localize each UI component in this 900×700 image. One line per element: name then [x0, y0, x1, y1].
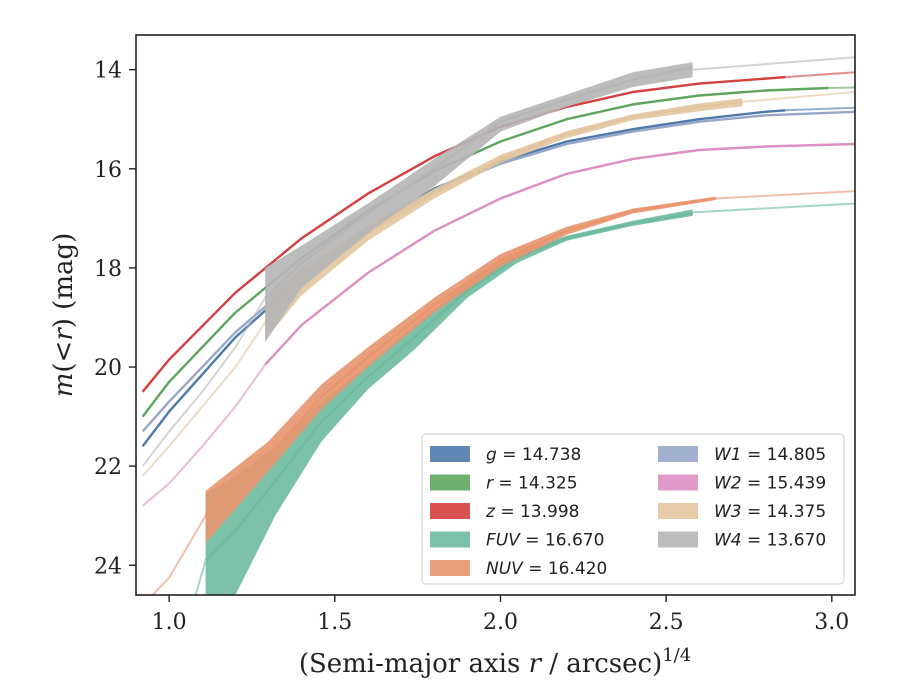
y-axis-label: m(<r) (mag) — [49, 233, 79, 398]
legend-label: z = 13.998 — [485, 502, 579, 522]
series-r-extrapolation-outer — [828, 86, 855, 89]
y-tick-label: 16 — [94, 158, 122, 183]
series-w2-line — [264, 142, 855, 366]
y-tick-label: 22 — [94, 455, 122, 480]
legend-entry-g: g = 14.738 — [430, 445, 581, 465]
legend-label: W4 = 13.670 — [714, 531, 826, 551]
legend-label: r = 14.325 — [486, 474, 578, 494]
series-fuv-band — [205, 209, 693, 595]
legend-entry-w4: W4 = 13.670 — [658, 531, 826, 551]
legend-label: W1 = 14.805 — [714, 445, 826, 465]
x-axis-label: (Semi-major axis r / arcsec)1/4 — [299, 645, 691, 679]
legend-swatch — [658, 503, 698, 519]
series-nuv-extrapolation-outer — [715, 190, 855, 200]
legend-swatch — [430, 446, 470, 462]
series-g-extrapolation-outer — [785, 106, 855, 112]
legend-label: W3 = 14.375 — [714, 502, 826, 522]
legend-entry-z: z = 13.998 — [430, 502, 579, 522]
series-fuv-line — [204, 212, 693, 562]
series-nuv-extrapolation-inner — [151, 515, 207, 595]
series-nuv — [151, 190, 855, 595]
legend-swatch — [658, 474, 698, 491]
legend-entry-fuv: FUV = 16.670 — [430, 531, 604, 551]
legend-label: FUV = 16.670 — [486, 531, 604, 551]
series-w2-extrapolation-inner — [141, 364, 267, 507]
y-tick-label: 14 — [94, 59, 122, 84]
series-z-extrapolation-outer — [785, 71, 855, 79]
x-tick-label: 3.0 — [814, 610, 849, 635]
plot-frame — [135, 34, 856, 596]
series-w3-extrapolation-outer — [742, 91, 855, 103]
legend-swatch — [430, 560, 470, 576]
legend-label: g = 14.738 — [486, 445, 581, 465]
legend-swatch — [430, 531, 470, 548]
series-fuv — [194, 202, 855, 595]
plot-area — [141, 56, 855, 595]
legend-swatch — [658, 446, 698, 462]
series-z-line — [141, 75, 786, 393]
legend-label: NUV = 16.420 — [486, 559, 607, 579]
legend-frame — [421, 433, 845, 585]
legend-swatch — [430, 503, 470, 519]
legend-label: W2 = 15.439 — [714, 474, 826, 494]
y-axis: 14 16 18 20 22 24 — [94, 59, 136, 579]
series-w4 — [141, 56, 855, 467]
x-tick-label: 1.5 — [317, 610, 352, 635]
x-tick-label: 2.0 — [483, 610, 518, 635]
series-w4-extrapolation-inner — [141, 297, 267, 467]
series-nuv-line — [204, 197, 716, 517]
y-tick-label: 18 — [94, 257, 122, 282]
series-w4-line — [264, 66, 693, 299]
legend-entry-nuv: NUV = 16.420 — [430, 559, 607, 579]
x-tick-label: 2.5 — [649, 610, 684, 635]
legend-entry-w1: W1 = 14.805 — [658, 445, 826, 465]
series-w2 — [141, 142, 855, 507]
series-fuv-extrapolation-inner — [194, 560, 207, 595]
series-z — [141, 71, 855, 393]
legend: g = 14.738 r = 14.325 z = 13.998 FUV = 16.6… — [421, 433, 845, 585]
legend-entry-r: r = 14.325 — [430, 474, 578, 494]
x-tick-label: 1.0 — [152, 610, 187, 635]
y-tick-label: 20 — [94, 356, 122, 381]
series-w4-extrapolation-outer — [692, 56, 855, 71]
series-w3-extrapolation-inner — [141, 321, 267, 477]
legend-swatch — [430, 474, 470, 491]
legend-entry-w2: W2 = 15.439 — [658, 474, 826, 494]
legend-entry-w3: W3 = 14.375 — [658, 502, 826, 522]
series-fuv-extrapolation-outer — [692, 202, 855, 214]
x-axis: 1.0 1.5 2.0 2.5 3.0 — [152, 595, 849, 635]
y-tick-label: 24 — [94, 554, 122, 579]
legend-swatch — [658, 531, 698, 548]
